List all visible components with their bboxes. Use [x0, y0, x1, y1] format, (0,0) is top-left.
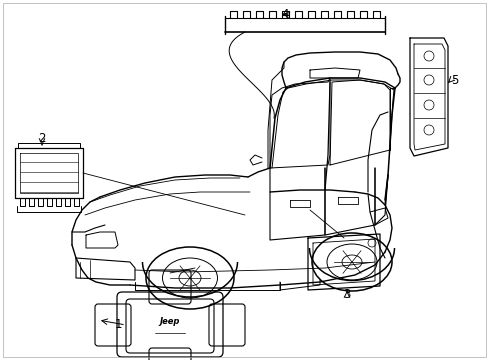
Text: Jeep: Jeep	[160, 316, 180, 325]
Text: 1: 1	[114, 319, 122, 332]
Text: 3: 3	[343, 288, 350, 302]
Text: 2: 2	[38, 131, 46, 144]
Text: 4: 4	[281, 8, 288, 21]
Text: 5: 5	[450, 73, 458, 86]
